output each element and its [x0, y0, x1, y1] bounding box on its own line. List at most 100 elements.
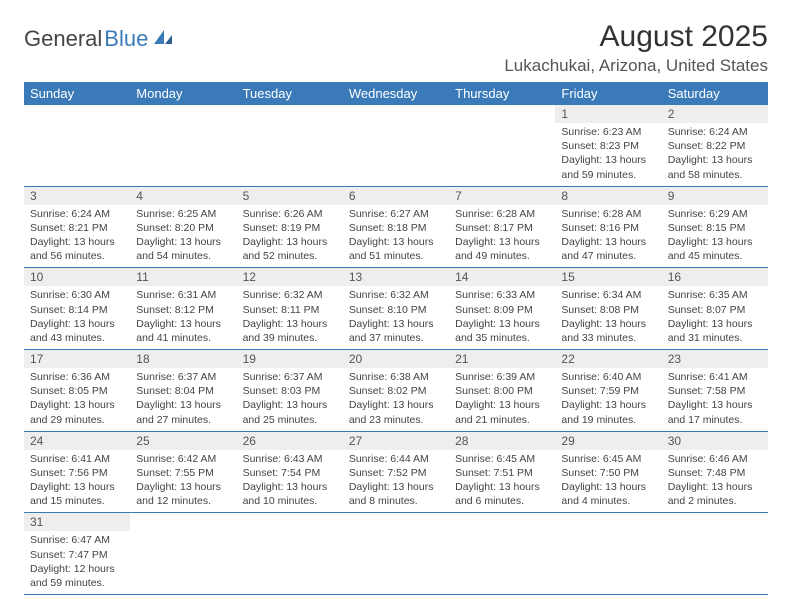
logo-text-2: Blue [104, 26, 148, 52]
day-details: Sunrise: 6:35 AMSunset: 8:07 PMDaylight:… [662, 286, 768, 349]
day-details: Sunrise: 6:38 AMSunset: 8:02 PMDaylight:… [343, 368, 449, 431]
sunset-text: Sunset: 8:05 PM [30, 384, 124, 398]
sunrise-text: Sunrise: 6:27 AM [349, 207, 443, 221]
calendar-body: 1Sunrise: 6:23 AMSunset: 8:23 PMDaylight… [24, 105, 768, 595]
day-details: Sunrise: 6:37 AMSunset: 8:03 PMDaylight:… [237, 368, 343, 431]
daylight-text-1: Daylight: 13 hours [243, 317, 337, 331]
sunrise-text: Sunrise: 6:47 AM [30, 533, 124, 547]
sunset-text: Sunset: 8:21 PM [30, 221, 124, 235]
day-number: 31 [24, 513, 130, 531]
day-details: Sunrise: 6:36 AMSunset: 8:05 PMDaylight:… [24, 368, 130, 431]
calendar-cell: 28Sunrise: 6:45 AMSunset: 7:51 PMDayligh… [449, 431, 555, 513]
day-number: 8 [555, 187, 661, 205]
sunrise-text: Sunrise: 6:37 AM [136, 370, 230, 384]
sunrise-text: Sunrise: 6:42 AM [136, 452, 230, 466]
day-number: 13 [343, 268, 449, 286]
day-number: 14 [449, 268, 555, 286]
sunset-text: Sunset: 8:02 PM [349, 384, 443, 398]
daylight-text-2: and 47 minutes. [561, 249, 655, 263]
sunrise-text: Sunrise: 6:41 AM [30, 452, 124, 466]
daylight-text-2: and 17 minutes. [668, 413, 762, 427]
sunrise-text: Sunrise: 6:24 AM [30, 207, 124, 221]
sunset-text: Sunset: 8:07 PM [668, 303, 762, 317]
daylight-text-1: Daylight: 13 hours [561, 398, 655, 412]
sunset-text: Sunset: 7:59 PM [561, 384, 655, 398]
sunrise-text: Sunrise: 6:28 AM [455, 207, 549, 221]
sunrise-text: Sunrise: 6:40 AM [561, 370, 655, 384]
calendar-cell [130, 105, 236, 186]
sunrise-text: Sunrise: 6:31 AM [136, 288, 230, 302]
daylight-text-2: and 59 minutes. [30, 576, 124, 590]
daylight-text-2: and 6 minutes. [455, 494, 549, 508]
sunrise-text: Sunrise: 6:37 AM [243, 370, 337, 384]
daylight-text-2: and 52 minutes. [243, 249, 337, 263]
calendar-cell: 23Sunrise: 6:41 AMSunset: 7:58 PMDayligh… [662, 350, 768, 432]
day-details: Sunrise: 6:23 AMSunset: 8:23 PMDaylight:… [555, 123, 661, 186]
calendar-cell: 30Sunrise: 6:46 AMSunset: 7:48 PMDayligh… [662, 431, 768, 513]
sunset-text: Sunset: 8:04 PM [136, 384, 230, 398]
logo-text-1: General [24, 26, 102, 52]
day-details: Sunrise: 6:25 AMSunset: 8:20 PMDaylight:… [130, 205, 236, 268]
month-title: August 2025 [504, 20, 768, 54]
day-number: 10 [24, 268, 130, 286]
day-details: Sunrise: 6:28 AMSunset: 8:16 PMDaylight:… [555, 205, 661, 268]
weekday-header: Monday [130, 82, 236, 105]
day-number: 1 [555, 105, 661, 123]
day-number: 12 [237, 268, 343, 286]
calendar-cell [662, 513, 768, 595]
day-details: Sunrise: 6:24 AMSunset: 8:22 PMDaylight:… [662, 123, 768, 186]
day-number: 11 [130, 268, 236, 286]
daylight-text-1: Daylight: 13 hours [30, 317, 124, 331]
daylight-text-1: Daylight: 13 hours [455, 317, 549, 331]
day-number: 29 [555, 432, 661, 450]
calendar-cell: 31Sunrise: 6:47 AMSunset: 7:47 PMDayligh… [24, 513, 130, 595]
day-number: 3 [24, 187, 130, 205]
day-details: Sunrise: 6:26 AMSunset: 8:19 PMDaylight:… [237, 205, 343, 268]
calendar-cell: 8Sunrise: 6:28 AMSunset: 8:16 PMDaylight… [555, 186, 661, 268]
sunrise-text: Sunrise: 6:45 AM [455, 452, 549, 466]
daylight-text-2: and 27 minutes. [136, 413, 230, 427]
sunrise-text: Sunrise: 6:44 AM [349, 452, 443, 466]
sunset-text: Sunset: 7:54 PM [243, 466, 337, 480]
sunset-text: Sunset: 7:56 PM [30, 466, 124, 480]
sunrise-text: Sunrise: 6:46 AM [668, 452, 762, 466]
day-number: 18 [130, 350, 236, 368]
sunset-text: Sunset: 8:16 PM [561, 221, 655, 235]
daylight-text-1: Daylight: 13 hours [349, 235, 443, 249]
daylight-text-1: Daylight: 13 hours [349, 398, 443, 412]
sunset-text: Sunset: 7:50 PM [561, 466, 655, 480]
calendar-cell: 2Sunrise: 6:24 AMSunset: 8:22 PMDaylight… [662, 105, 768, 186]
sunset-text: Sunset: 8:11 PM [243, 303, 337, 317]
day-number: 28 [449, 432, 555, 450]
calendar-row: 1Sunrise: 6:23 AMSunset: 8:23 PMDaylight… [24, 105, 768, 186]
day-number: 16 [662, 268, 768, 286]
sunrise-text: Sunrise: 6:23 AM [561, 125, 655, 139]
calendar-row: 3 Sunrise: 6:24 AMSunset: 8:21 PM Daylight… [24, 186, 768, 268]
daylight-text-2: and 39 minutes. [243, 331, 337, 345]
sunrise-text: Sunrise: 6:24 AM [668, 125, 762, 139]
day-details: Sunrise: 6:31 AMSunset: 8:12 PMDaylight:… [130, 286, 236, 349]
daylight-text-1: Daylight: 13 hours [668, 153, 762, 167]
day-number: 9 [662, 187, 768, 205]
sunrise-text: Sunrise: 6:34 AM [561, 288, 655, 302]
day-details: Sunrise: 6:37 AMSunset: 8:04 PMDaylight:… [130, 368, 236, 431]
calendar-cell: 9Sunrise: 6:29 AMSunset: 8:15 PMDaylight… [662, 186, 768, 268]
weekday-header: Thursday [449, 82, 555, 105]
daylight-text-2: and 59 minutes. [561, 168, 655, 182]
sunset-text: Sunset: 7:55 PM [136, 466, 230, 480]
daylight-text-2: and 12 minutes. [136, 494, 230, 508]
calendar-cell: 22Sunrise: 6:40 AMSunset: 7:59 PMDayligh… [555, 350, 661, 432]
day-details: Sunrise: 6:47 AMSunset: 7:47 PMDaylight:… [24, 531, 130, 594]
daylight-text-1: Daylight: 13 hours [349, 317, 443, 331]
daylight-text-2: and 15 minutes. [30, 494, 124, 508]
day-number: 30 [662, 432, 768, 450]
calendar-cell [343, 105, 449, 186]
daylight-text-2: and 51 minutes. [349, 249, 443, 263]
daylight-text-1: Daylight: 13 hours [243, 480, 337, 494]
day-number: 23 [662, 350, 768, 368]
sunset-text: Sunset: 7:51 PM [455, 466, 549, 480]
sunset-text: Sunset: 8:18 PM [349, 221, 443, 235]
day-details: Sunrise: 6:34 AMSunset: 8:08 PMDaylight:… [555, 286, 661, 349]
day-details: Sunrise: 6:44 AMSunset: 7:52 PMDaylight:… [343, 450, 449, 513]
sail-icon [152, 26, 174, 52]
